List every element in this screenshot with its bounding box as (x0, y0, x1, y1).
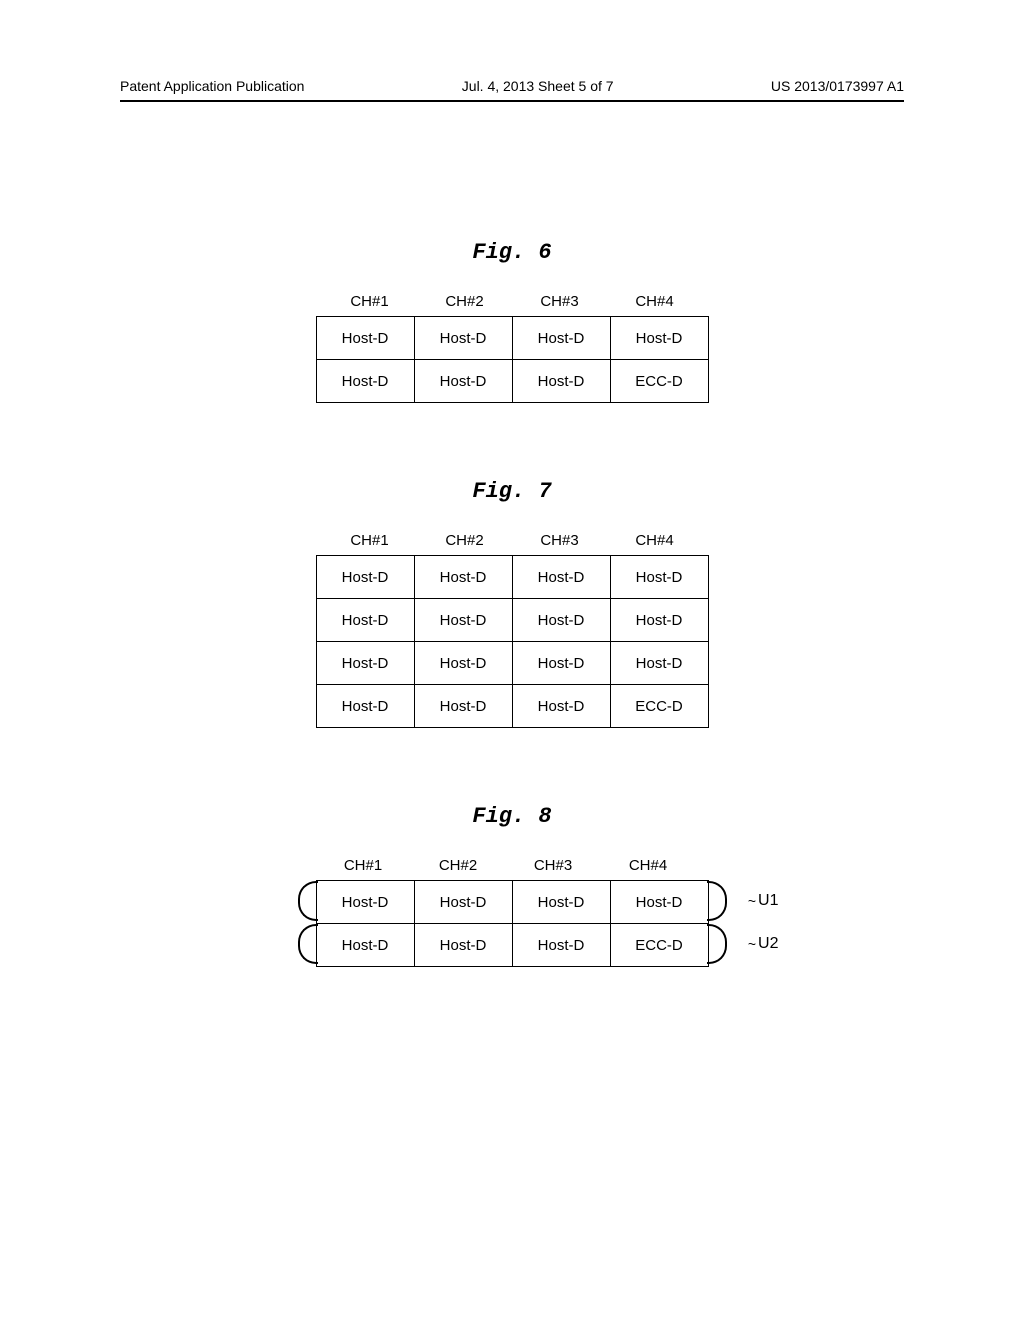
col-header: CH#1 (322, 293, 417, 316)
cell: Host-D (414, 317, 512, 360)
col-header: CH#1 (322, 532, 417, 555)
col-header: CH#4 (607, 293, 702, 316)
bracket-icon (707, 924, 727, 964)
header-left: Patent Application Publication (120, 78, 304, 94)
cell: Host-D (414, 556, 512, 599)
table-row: Host-D Host-D Host-D ECC-D (316, 685, 708, 728)
col-header: CH#3 (512, 532, 607, 555)
col-header: CH#4 (601, 857, 696, 880)
bracket-row (707, 879, 727, 922)
table-row: Host-D Host-D Host-D Host-D (316, 599, 708, 642)
cell: Host-D (316, 599, 414, 642)
row-label: ~U2 (746, 922, 779, 965)
cell: Host-D (414, 360, 512, 403)
bracket-icon (298, 881, 318, 921)
col-header: CH#2 (417, 293, 512, 316)
column-headers: CH#1 CH#2 CH#3 CH#4 (316, 857, 709, 880)
cell: Host-D (610, 881, 708, 924)
col-header: CH#4 (607, 532, 702, 555)
cell: Host-D (414, 642, 512, 685)
col-header: CH#3 (512, 293, 607, 316)
data-table: Host-D Host-D Host-D Host-D Host-D Host-… (316, 555, 709, 728)
cell: Host-D (512, 599, 610, 642)
cell: Host-D (414, 599, 512, 642)
cell: Host-D (512, 924, 610, 967)
content-area: Fig. 6 CH#1 CH#2 CH#3 CH#4 Host-D Host-D… (0, 240, 1024, 993)
cell: Host-D (316, 924, 414, 967)
left-brackets (298, 879, 318, 965)
cell: ECC-D (610, 924, 708, 967)
cell: ECC-D (610, 685, 708, 728)
figure-7-title: Fig. 7 (472, 479, 551, 504)
column-headers: CH#1 CH#2 CH#3 CH#4 (322, 293, 702, 316)
page-header: Patent Application Publication Jul. 4, 2… (0, 78, 1024, 94)
u-label: U2 (758, 935, 778, 953)
cell: Host-D (316, 881, 414, 924)
u-label: U1 (758, 892, 778, 910)
data-table: Host-D Host-D Host-D Host-D Host-D Host-… (316, 316, 709, 403)
cell: Host-D (610, 317, 708, 360)
cell: Host-D (610, 642, 708, 685)
cell: Host-D (512, 881, 610, 924)
bracket-icon (707, 881, 727, 921)
cell: Host-D (512, 556, 610, 599)
cell: Host-D (512, 642, 610, 685)
table-row: Host-D Host-D Host-D Host-D (316, 881, 708, 924)
table-row: Host-D Host-D Host-D ECC-D (316, 360, 708, 403)
cell: Host-D (414, 924, 512, 967)
table-row: Host-D Host-D Host-D Host-D (316, 556, 708, 599)
table-row: Host-D Host-D Host-D Host-D (316, 317, 708, 360)
col-header: CH#2 (411, 857, 506, 880)
cell: Host-D (512, 685, 610, 728)
cell: Host-D (316, 642, 414, 685)
bracket-row (707, 922, 727, 965)
col-header: CH#1 (316, 857, 411, 880)
figure-7-table: CH#1 CH#2 CH#3 CH#4 Host-D Host-D Host-D… (316, 532, 709, 728)
tilde-icon: ~ (748, 936, 756, 952)
cell: Host-D (414, 881, 512, 924)
header-rule (120, 100, 904, 102)
cell: Host-D (610, 556, 708, 599)
cell: Host-D (316, 360, 414, 403)
cell: ECC-D (610, 360, 708, 403)
bracket-row (298, 879, 318, 922)
cell: Host-D (512, 360, 610, 403)
cell: Host-D (316, 685, 414, 728)
bracket-icon (298, 924, 318, 964)
data-table: Host-D Host-D Host-D Host-D Host-D Host-… (316, 880, 709, 967)
right-brackets (707, 879, 727, 965)
row-label: ~U1 (746, 879, 779, 922)
bracket-row (298, 922, 318, 965)
figure-8-title: Fig. 8 (472, 804, 551, 829)
figure-6-title: Fig. 6 (472, 240, 551, 265)
cell: Host-D (512, 317, 610, 360)
row-labels: ~U1 ~U2 (746, 879, 779, 965)
header-center: Jul. 4, 2013 Sheet 5 of 7 (462, 78, 614, 94)
cell: Host-D (610, 599, 708, 642)
figure-6-table: CH#1 CH#2 CH#3 CH#4 Host-D Host-D Host-D… (316, 293, 709, 403)
header-right: US 2013/0173997 A1 (771, 78, 904, 94)
table-row: Host-D Host-D Host-D ECC-D (316, 924, 708, 967)
col-header: CH#2 (417, 532, 512, 555)
tilde-icon: ~ (748, 893, 756, 909)
cell: Host-D (316, 556, 414, 599)
col-header: CH#3 (506, 857, 601, 880)
table-row: Host-D Host-D Host-D Host-D (316, 642, 708, 685)
column-headers: CH#1 CH#2 CH#3 CH#4 (322, 532, 702, 555)
cell: Host-D (316, 317, 414, 360)
figure-8-table: CH#1 CH#2 CH#3 CH#4 Host-D Host-D Host-D… (316, 857, 709, 967)
cell: Host-D (414, 685, 512, 728)
